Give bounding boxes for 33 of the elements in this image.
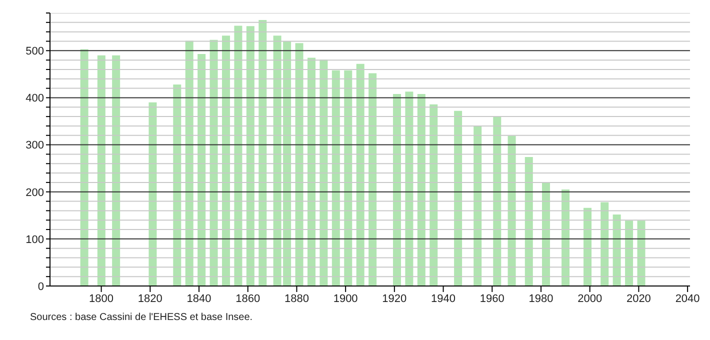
y-tick-label: 200 — [26, 186, 44, 199]
x-tick-label: 1940 — [431, 292, 456, 305]
source-note: Sources : base Cassini de l'EHESS et base Insee. — [30, 312, 254, 323]
bar — [332, 70, 340, 286]
bar — [405, 92, 414, 286]
y-tick-label: 400 — [26, 92, 44, 105]
x-tick-label: 1920 — [382, 292, 407, 305]
bar — [524, 157, 533, 286]
x-tick-label: 1840 — [186, 292, 212, 305]
bar — [493, 117, 502, 286]
x-tick-label: 2040 — [675, 292, 700, 305]
x-tick-label: 1880 — [284, 292, 309, 305]
bar — [295, 43, 304, 286]
x-tick-label: 1980 — [528, 292, 554, 305]
y-tick-label: 300 — [26, 140, 44, 152]
bar — [508, 136, 516, 286]
y-tick-label: 100 — [26, 234, 44, 246]
x-tick-label: 1900 — [333, 292, 358, 305]
y-tick-label: 0 — [38, 280, 44, 293]
y-tick-label: 500 — [26, 46, 44, 58]
bar — [637, 220, 646, 286]
x-tick-label: 2020 — [626, 292, 651, 305]
x-tick-label: 1800 — [89, 292, 114, 305]
bar — [542, 182, 550, 286]
x-tick-label: 1820 — [138, 292, 162, 305]
bar — [368, 73, 377, 286]
x-tick-label: 1860 — [236, 292, 260, 305]
bar — [625, 220, 634, 286]
x-tick-label: 2000 — [578, 292, 602, 305]
x-tick-label: 1960 — [480, 292, 504, 305]
bar — [234, 26, 242, 286]
bar — [600, 202, 609, 286]
bar — [344, 70, 352, 286]
